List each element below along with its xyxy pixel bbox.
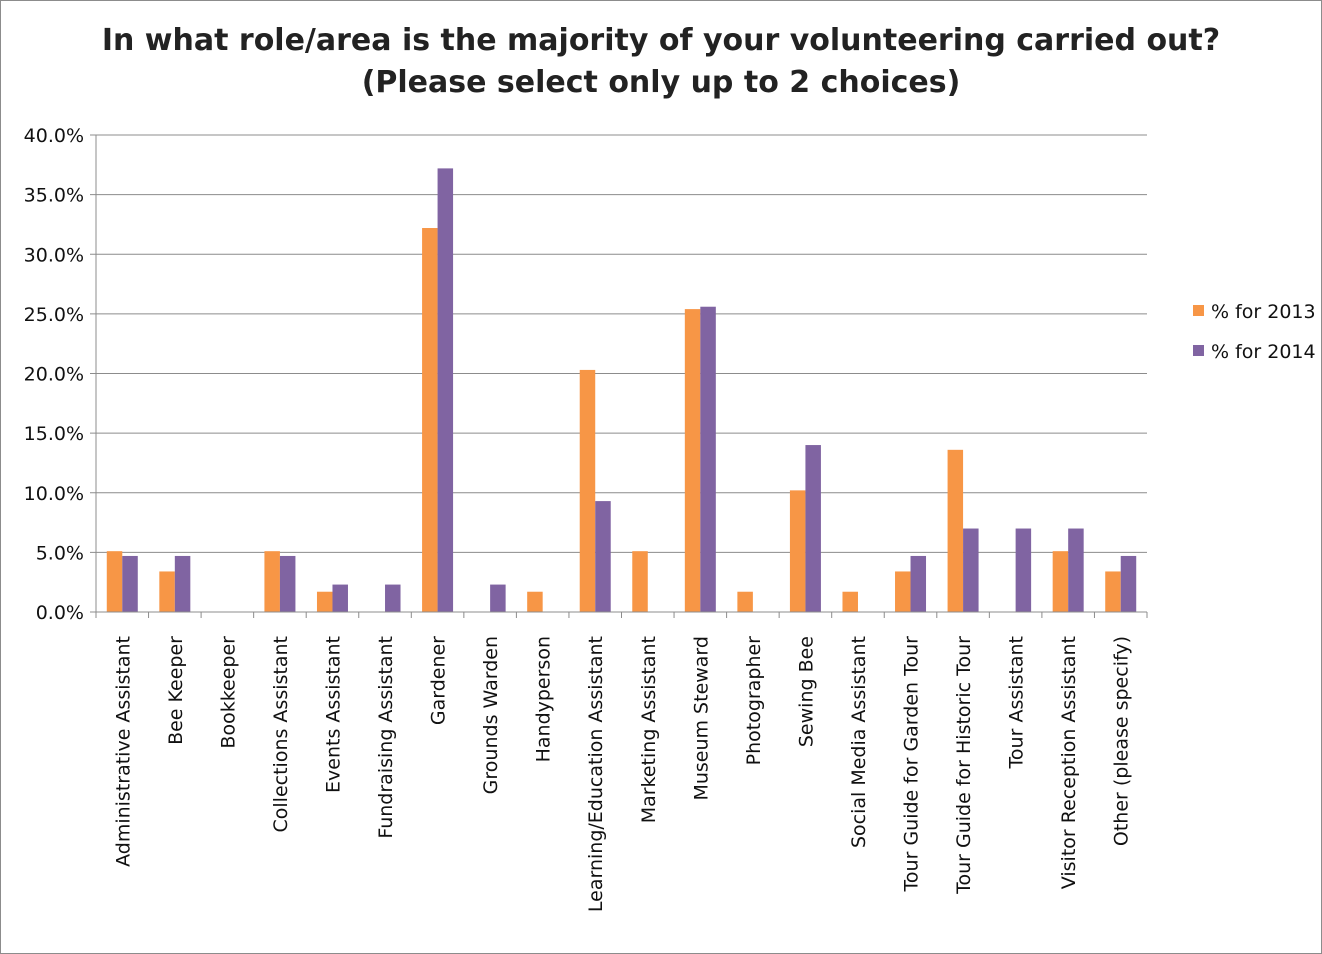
chart-title-line: In what role/area is the majority of you… (101, 23, 1221, 58)
bar-2013 (316, 591, 333, 612)
gridlines (96, 134, 1147, 553)
bar-2014 (700, 306, 716, 612)
y-tick-label: 5.0% (36, 542, 84, 564)
x-category-label: Administrative Assistant (112, 636, 134, 867)
bar-2013 (1052, 551, 1069, 612)
legend-label: % for 2014 (1211, 341, 1316, 363)
x-category-label: Visitor Reception Assistant (1058, 636, 1080, 889)
bar-2013 (264, 551, 280, 612)
bar-2013 (527, 591, 543, 612)
x-category-label: Grounds Warden (480, 636, 502, 794)
y-tick-label: 20.0% (24, 364, 84, 386)
y-tick-label: 10.0% (24, 483, 84, 505)
y-tick-label: 25.0% (24, 304, 84, 326)
bar-2013 (106, 551, 123, 612)
bar-2014 (122, 555, 138, 612)
bar-2014 (385, 584, 401, 612)
x-category-label: Bookkeeper (217, 636, 239, 749)
bar-2014 (595, 501, 611, 612)
bars (106, 168, 1137, 612)
bar-2014 (437, 168, 454, 612)
x-category-label: Museum Steward (690, 636, 712, 801)
bar-2013 (684, 309, 701, 612)
y-tick-label: 15.0% (24, 423, 84, 445)
x-category-label: Tour Assistant (1006, 636, 1028, 769)
bar-2014 (1120, 555, 1137, 612)
bar-2014 (174, 555, 191, 612)
bar-2013 (579, 369, 596, 612)
x-category-labels: Administrative Assistant Bee Keeper Bookke… (112, 636, 1132, 912)
bar-2014 (279, 555, 296, 612)
x-category-label: Sewing Bee (795, 636, 817, 747)
bar-2013 (842, 591, 858, 612)
bar-2014 (490, 584, 506, 612)
x-category-label: Handyperson (533, 636, 555, 762)
bar-2014 (1015, 528, 1032, 612)
bar-2014 (963, 528, 979, 612)
legend: % for 2013 % for 2014 (1193, 301, 1316, 363)
x-category-label: Photographer (743, 636, 765, 766)
bar-2013 (1105, 571, 1121, 612)
x-category-label: Fundraising Assistant (375, 636, 397, 839)
axes (90, 134, 1148, 618)
bar-2014 (910, 555, 927, 612)
x-category-label: Learning/Education Assistant (585, 636, 607, 912)
bar-2013 (632, 551, 648, 612)
x-category-label: Tour Guide for Historic Tour (953, 636, 975, 895)
bar-2013 (895, 571, 911, 612)
x-category-label: Collections Assistant (270, 636, 292, 832)
bar-2013 (422, 228, 438, 612)
y-tick-label: 30.0% (24, 244, 84, 266)
x-category-label: Other (please specify) (1111, 636, 1133, 846)
bar-2014 (332, 584, 348, 612)
bar-2013 (159, 571, 175, 612)
x-category-label: Gardener (428, 636, 450, 725)
y-tick-label: 35.0% (24, 185, 84, 207)
x-category-label: Marketing Assistant (638, 636, 660, 823)
x-category-label: Events Assistant (322, 636, 344, 793)
x-category-label: Social Media Assistant (848, 636, 870, 848)
chart-subtitle-line: (Please select only up to 2 choices) (361, 65, 961, 100)
y-tick-label: 0.0% (36, 602, 84, 624)
y-tick-label: 40.0% (24, 125, 84, 147)
bar-2014 (1068, 528, 1084, 612)
bar-2013 (789, 490, 806, 612)
legend-swatch (1193, 305, 1204, 316)
bar-2013 (947, 449, 964, 612)
x-category-label: Bee Keeper (165, 636, 187, 745)
bar-2014 (805, 445, 821, 612)
legend-label: % for 2013 (1211, 301, 1316, 323)
chart-title: In what role/area is the majority of you… (0, 20, 1322, 104)
x-category-label: Tour Guide for Garden Tour (901, 636, 923, 893)
y-tick-labels: 0.0% 5.0% 10.0% 15.0% 20.0% 25.0% 30.0% 35.0% 40… (24, 125, 84, 624)
legend-swatch (1193, 345, 1204, 356)
bar-2013 (737, 591, 753, 612)
